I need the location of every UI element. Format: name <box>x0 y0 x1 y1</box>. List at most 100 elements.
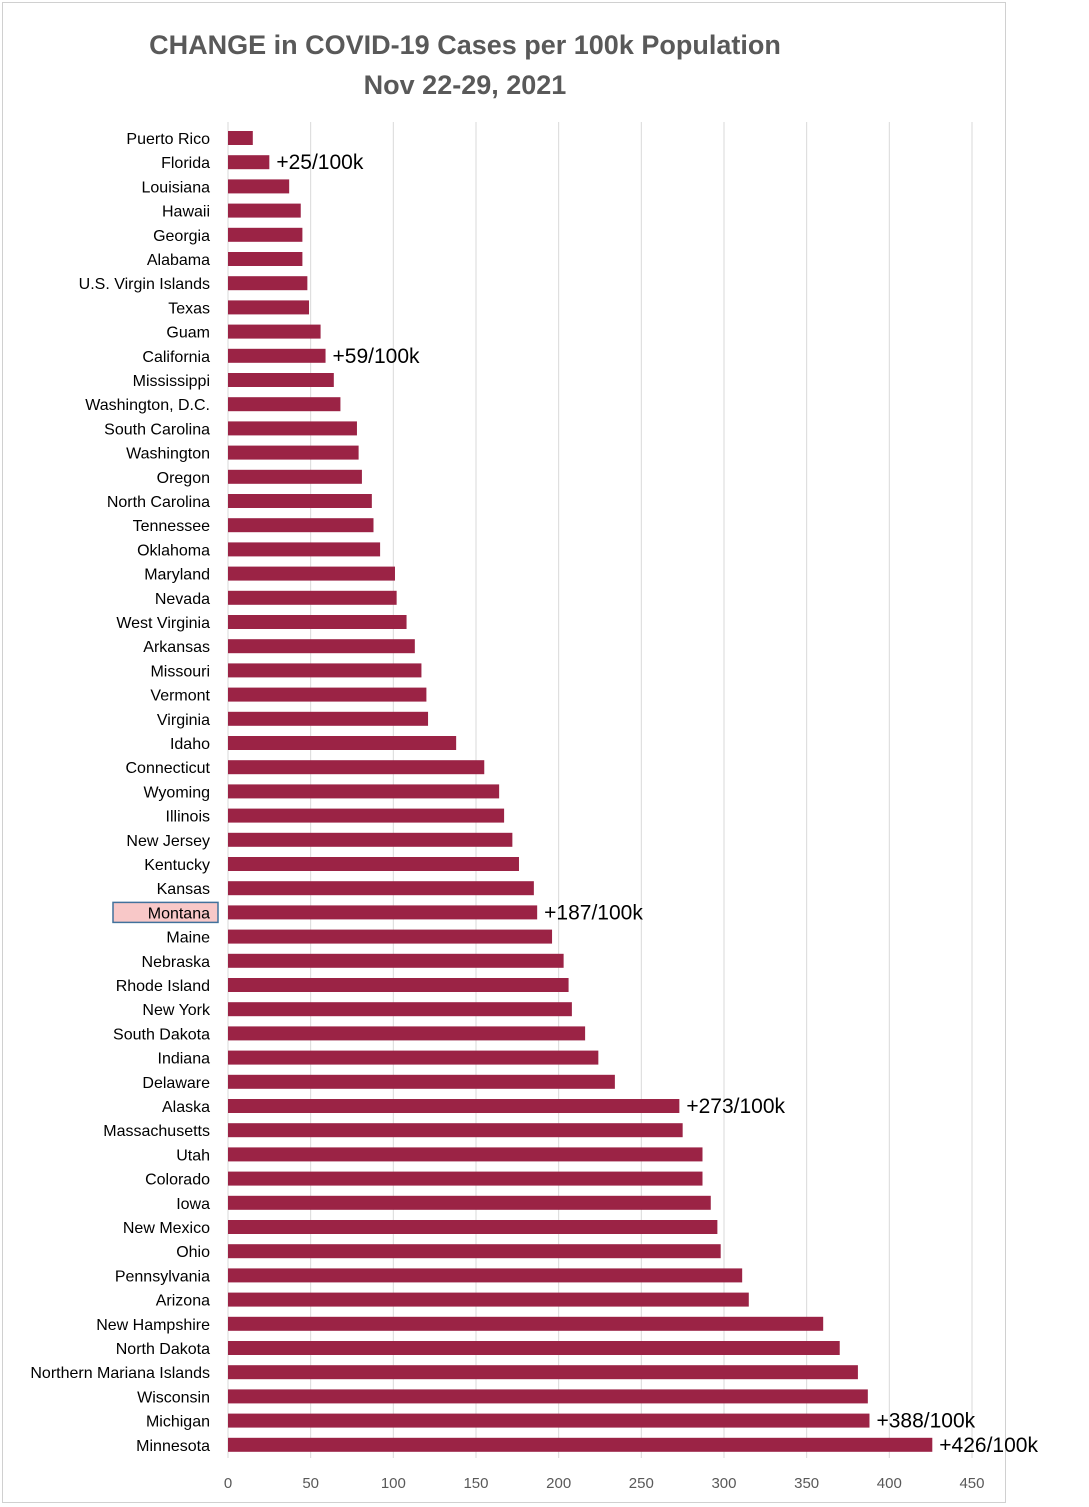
bar-idaho <box>228 736 457 750</box>
bar-nebraska <box>228 953 564 968</box>
bar-iowa <box>228 1195 711 1210</box>
category-label: Washington <box>126 446 210 463</box>
bar-u-s-virgin-islands <box>228 276 308 291</box>
category-label: Montana <box>148 905 210 922</box>
category-label: Puerto Rico <box>126 131 210 148</box>
category-label: U.S. Virgin Islands <box>79 276 210 293</box>
category-label: Georgia <box>153 228 210 245</box>
category-label: Illinois <box>166 809 210 826</box>
category-label: Minnesota <box>136 1438 210 1455</box>
x-axis-ticks: 0 50 100 150 200 250 300 350 400 450 <box>224 1475 985 1492</box>
category-label: West Virginia <box>116 615 210 632</box>
category-label: Wyoming <box>143 784 210 801</box>
category-label: Wisconsin <box>137 1389 210 1406</box>
category-label: New Mexico <box>123 1220 210 1237</box>
chart-subtitle: Nov 22-29, 2021 <box>363 70 567 100</box>
bar-louisiana <box>228 179 290 194</box>
bar-north-dakota <box>228 1341 840 1355</box>
x-tick-label: 200 <box>546 1475 571 1492</box>
category-label: Michigan <box>146 1414 210 1431</box>
x-tick-label: 150 <box>463 1475 488 1492</box>
category-label: Connecticut <box>126 760 211 777</box>
bar-vermont <box>228 687 427 702</box>
category-label: Mississippi <box>133 373 210 390</box>
category-label: Pennsylvania <box>115 1268 210 1285</box>
bar-arizona <box>228 1292 749 1307</box>
bar-alaska <box>228 1099 680 1113</box>
category-label: Indiana <box>158 1051 211 1068</box>
bar-georgia <box>228 227 303 242</box>
annotation-florida: +25/100k <box>276 151 363 174</box>
bar-maine <box>228 929 553 944</box>
category-label: Kentucky <box>144 857 210 874</box>
data-annotations: +25/100k +59/100k +187/100k +273/100k +388/1… <box>276 151 1038 1457</box>
x-tick-label: 450 <box>959 1475 984 1492</box>
x-tick-label: 100 <box>381 1475 406 1492</box>
category-label: Hawaii <box>162 204 210 221</box>
annotation-montana: +187/100k <box>544 901 643 924</box>
bar-pennsylvania <box>228 1268 743 1283</box>
category-label: Maine <box>166 930 210 947</box>
highlight-box <box>112 901 219 924</box>
bar-florida <box>228 155 270 170</box>
category-label: Rhode Island <box>116 978 210 995</box>
category-label: Alaska <box>162 1099 210 1116</box>
category-label: Northern Mariana Islands <box>30 1365 210 1382</box>
category-label: North Carolina <box>107 494 210 511</box>
bar-utah <box>228 1147 703 1162</box>
bar-north-carolina <box>228 494 372 508</box>
bar-illinois <box>228 808 505 823</box>
bar-kansas <box>228 881 534 896</box>
category-label: Iowa <box>176 1196 210 1213</box>
category-label: South Carolina <box>104 421 210 438</box>
bar-texas <box>228 300 310 315</box>
bar-west-virginia <box>228 615 407 629</box>
category-label: Maryland <box>144 567 210 584</box>
category-label: New Jersey <box>126 833 210 850</box>
bar-california <box>228 348 326 363</box>
bar-new-york <box>228 1002 572 1017</box>
bar-michigan <box>228 1413 870 1428</box>
chart-title: CHANGE in COVID-19 Cases per 100k Popula… <box>149 30 781 60</box>
bar-south-dakota <box>228 1026 586 1041</box>
category-label: Utah <box>176 1147 210 1164</box>
bar-washington-d-c <box>228 397 341 412</box>
bar-oregon <box>228 469 362 484</box>
category-label: Missouri <box>150 663 210 680</box>
category-label: California <box>142 349 210 366</box>
bar-south-carolina <box>228 421 357 436</box>
bar-montana <box>228 905 538 920</box>
category-label: Texas <box>168 300 210 317</box>
bar-nevada <box>228 590 397 605</box>
bar-kentucky <box>228 857 519 871</box>
bar-maryland <box>228 566 395 581</box>
bar-missouri <box>228 663 422 678</box>
bar-hawaii <box>228 203 301 218</box>
category-label: Nevada <box>155 591 210 608</box>
bar-tennessee <box>228 518 374 533</box>
category-label: South Dakota <box>113 1026 210 1043</box>
annotation-minnesota: +426/100k <box>939 1434 1038 1457</box>
category-label: Ohio <box>176 1244 210 1261</box>
annotation-alaska: +273/100k <box>686 1095 785 1118</box>
x-tick-label: 50 <box>302 1475 319 1492</box>
category-label: Idaho <box>170 736 210 753</box>
category-label: Kansas <box>157 881 210 898</box>
category-label: New Hampshire <box>96 1317 210 1334</box>
bar-northern-mariana-islands <box>228 1365 858 1380</box>
category-label: Tennessee <box>133 518 210 535</box>
bar-minnesota <box>228 1437 933 1452</box>
category-label: Delaware <box>142 1075 210 1092</box>
x-tick-label: 350 <box>794 1475 819 1492</box>
bar-new-jersey <box>228 832 513 847</box>
bar-colorado <box>228 1171 703 1186</box>
bar-connecticut <box>228 760 485 775</box>
bars <box>228 131 933 1452</box>
bar-mississippi <box>228 373 334 387</box>
bar-washington <box>228 445 359 460</box>
bar-delaware <box>228 1074 615 1089</box>
bar-new-mexico <box>228 1220 718 1234</box>
x-tick-label: 300 <box>711 1475 736 1492</box>
category-labels: Puerto Rico Florida Louisiana Hawaii Georgia… <box>30 131 219 1455</box>
